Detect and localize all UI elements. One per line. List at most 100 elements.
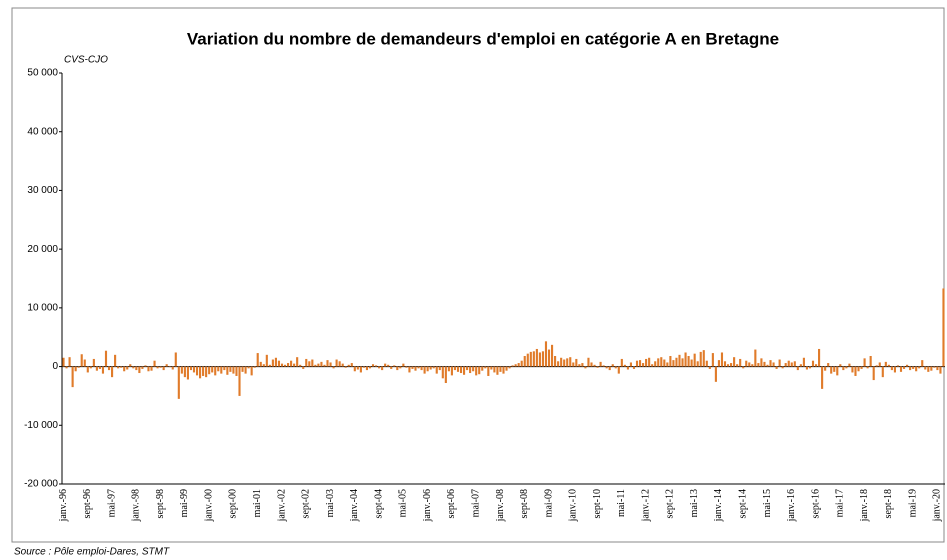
bar (317, 363, 320, 367)
bar (423, 366, 426, 374)
bar (390, 366, 393, 369)
bar (378, 366, 381, 369)
bar (623, 364, 626, 367)
bar (602, 365, 605, 367)
x-tick-label: mai-97 (106, 489, 117, 517)
bar (302, 366, 305, 369)
bar (514, 364, 517, 367)
y-tick-label: 20 000 (27, 244, 58, 255)
bar (584, 366, 587, 369)
x-tick-label: janv.-02 (276, 489, 287, 522)
bar (629, 362, 633, 367)
bar (320, 361, 323, 367)
bar (569, 357, 572, 367)
bar (896, 365, 900, 367)
bar (417, 366, 420, 369)
bar (851, 366, 854, 373)
y-tick-label: -20 000 (24, 479, 58, 490)
bar (532, 351, 535, 367)
bar (86, 366, 89, 373)
bar (696, 361, 699, 367)
bar (690, 359, 693, 367)
bar (547, 349, 551, 367)
bar (645, 358, 648, 367)
bar (660, 357, 663, 367)
bar (499, 366, 502, 372)
bar (678, 354, 681, 367)
bar (805, 366, 808, 370)
bar (702, 350, 705, 367)
x-tick-label: janv.-10 (568, 489, 579, 522)
bar (323, 364, 326, 367)
bar (441, 366, 444, 379)
bar (620, 358, 623, 367)
bar (469, 366, 472, 374)
bar (672, 360, 675, 367)
bar (356, 366, 359, 370)
bar (614, 366, 617, 369)
bar (563, 359, 566, 367)
bar (308, 361, 311, 367)
bar (642, 363, 645, 367)
x-tick-label: sept-06 (446, 489, 457, 518)
bar (608, 366, 611, 371)
bar (821, 366, 824, 389)
bar (135, 366, 138, 371)
bar (872, 366, 875, 381)
x-tick-label: mai-05 (398, 489, 409, 517)
x-tick-label: janv.-14 (713, 489, 724, 522)
bar (833, 366, 836, 372)
x-tick-label: sept-12 (665, 489, 676, 518)
bar (111, 366, 114, 378)
y-tick-label: -10 000 (24, 420, 58, 431)
bar (120, 366, 123, 368)
bar (229, 366, 232, 372)
bar (502, 366, 505, 374)
x-tick-label: mai-03 (325, 489, 336, 517)
bar (593, 364, 596, 367)
bar (393, 365, 396, 367)
x-tick-label: mai-13 (689, 489, 700, 517)
bar (484, 366, 487, 369)
x-tick-label: janv.-00 (203, 489, 214, 522)
bar (256, 353, 259, 367)
x-tick-label: sept-00 (228, 489, 239, 518)
bar (854, 366, 857, 376)
bar (790, 362, 793, 367)
bar (353, 366, 356, 372)
bar (411, 366, 414, 369)
bar (402, 363, 405, 367)
bar (560, 357, 563, 367)
bar (575, 358, 578, 367)
bar (924, 366, 927, 370)
bar (784, 363, 787, 367)
bar (714, 366, 717, 382)
bar (456, 366, 460, 372)
bar (814, 364, 818, 367)
bar (632, 366, 636, 369)
bar (899, 366, 903, 372)
bar (684, 352, 687, 367)
bar (62, 357, 65, 367)
bar (420, 366, 423, 371)
bar (387, 364, 390, 367)
x-tick-label: mai-09 (543, 489, 554, 517)
bar (766, 364, 769, 367)
bar (350, 363, 353, 367)
bar (335, 359, 338, 367)
bar (399, 366, 402, 369)
bar (939, 366, 942, 374)
chart-frame (11, 7, 945, 543)
bar (83, 359, 86, 367)
bar (371, 364, 375, 367)
bar (226, 366, 229, 375)
bar (144, 365, 147, 367)
bar (332, 366, 335, 369)
bar (496, 366, 499, 375)
bar (626, 366, 629, 370)
bar (508, 366, 511, 369)
bar (92, 358, 95, 367)
bar (426, 366, 429, 372)
x-tick-label: sept-04 (373, 489, 384, 518)
